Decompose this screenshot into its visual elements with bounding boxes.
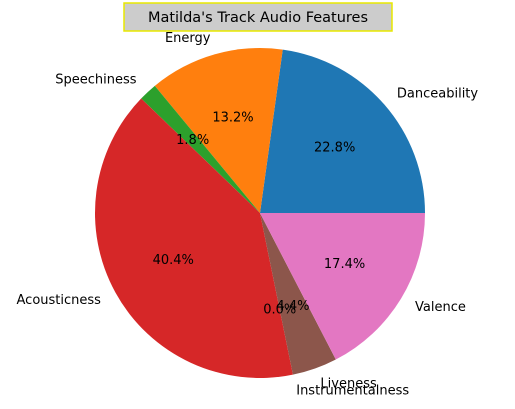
chart-title-group: Matilda's Track Audio Features [123,2,393,32]
pie-percent-liveness: 4.4% [276,299,309,314]
pie-label-valence: Valence [415,300,466,315]
pie-slice-valence [260,213,425,360]
chart-title-box [123,2,393,32]
pie-slice-liveness [260,213,336,375]
pie-slices [95,47,425,378]
pie-label-energy: Energy [165,31,211,46]
pie-labels: Danceability 22.8% Energy 13.2% Speechiness 1… [17,31,479,398]
pie-slice-danceability [260,49,425,213]
pie-label-danceability: Danceability [397,86,479,101]
pie-label-instrumentalness: Instrumentalness [296,383,409,398]
pie-percent-energy: 13.2% [212,110,253,125]
pie-percent-instrumentalness: 0.0% [263,303,296,318]
pie-percent-speechiness: 1.8% [176,133,209,148]
chart-title: Matilda's Track Audio Features [148,10,368,26]
pie-percent-valence: 17.4% [324,257,365,272]
pie-percent-acousticness: 40.4% [153,253,194,268]
pie-label-acousticness: Acousticness [17,293,102,308]
pie-slice-speechiness [141,85,260,213]
pie-slice-energy [154,47,283,213]
pie-percent-danceability: 22.8% [314,140,355,155]
pie-slice-acousticness [95,98,293,378]
pie-label-liveness: Liveness [320,377,377,392]
pie-label-speechiness: Speechiness [55,72,137,87]
